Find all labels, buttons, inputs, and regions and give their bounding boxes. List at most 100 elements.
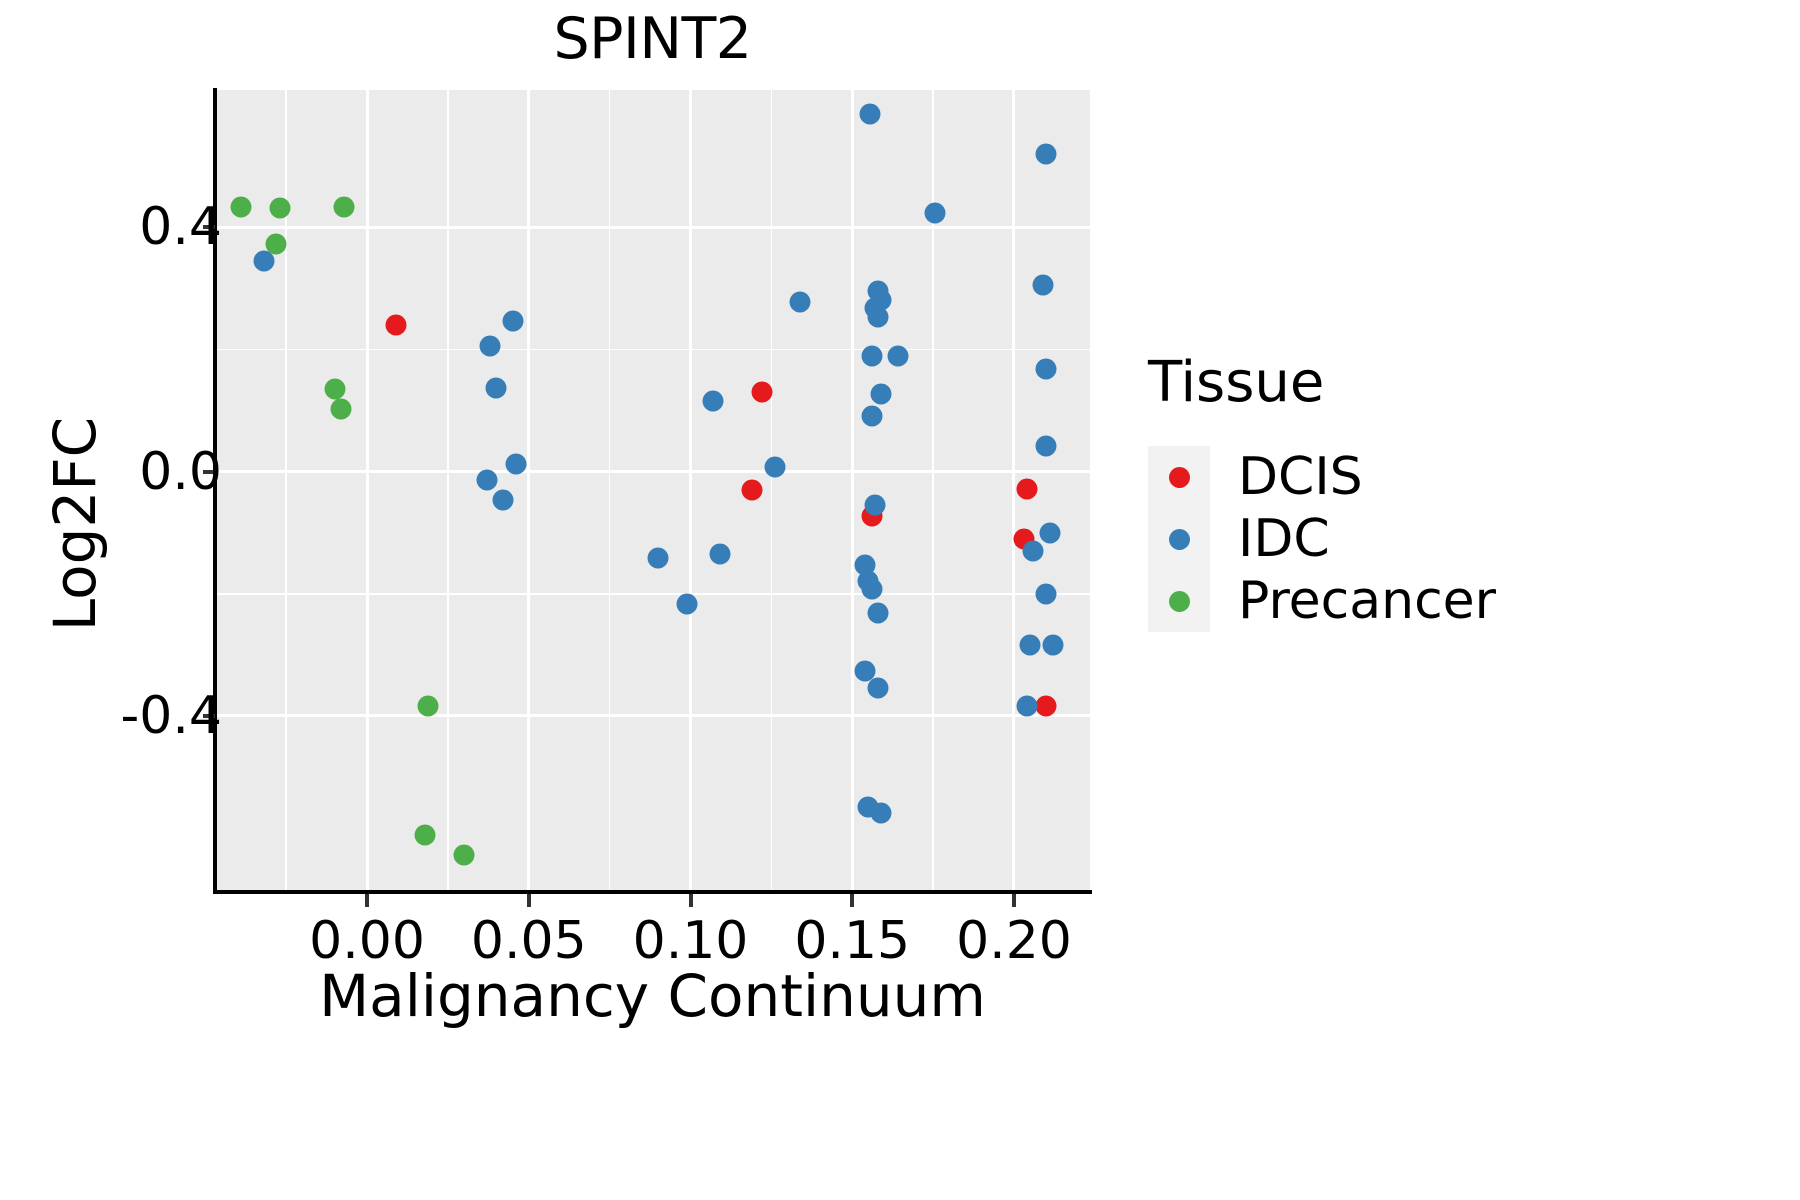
data-point-idc bbox=[485, 377, 507, 399]
data-point-idc bbox=[867, 306, 889, 328]
data-point-idc bbox=[479, 335, 501, 357]
legend-item-label: DCIS bbox=[1238, 447, 1363, 507]
data-point-dcis bbox=[751, 381, 773, 403]
y-axis-title: Log2FC bbox=[41, 416, 109, 632]
legend-dot-icon bbox=[1168, 466, 1190, 488]
gridline-major-horizontal bbox=[215, 225, 1090, 229]
y-tick-mark bbox=[203, 713, 215, 718]
gridline-minor-vertical bbox=[285, 90, 287, 890]
data-point-precancer bbox=[324, 378, 346, 400]
gridline-minor-horizontal bbox=[215, 593, 1090, 595]
y-axis-line bbox=[213, 88, 217, 894]
data-point-dcis bbox=[741, 479, 763, 501]
data-point-idc bbox=[502, 310, 524, 332]
gridline-minor-vertical bbox=[932, 90, 934, 890]
gridline-minor-horizontal bbox=[215, 348, 1090, 351]
gridline-major-vertical bbox=[850, 90, 854, 890]
legend-items: DCIS IDC Precancer bbox=[1148, 446, 1496, 632]
x-tick-mark bbox=[688, 894, 693, 907]
data-point-idc bbox=[1016, 695, 1038, 717]
data-point-idc bbox=[854, 660, 876, 682]
data-point-precancer bbox=[333, 196, 355, 218]
legend-dot-icon bbox=[1168, 590, 1190, 612]
gridline-major-vertical bbox=[689, 90, 692, 890]
data-point-idc bbox=[867, 677, 889, 699]
data-point-idc bbox=[253, 250, 275, 272]
y-tick-mark bbox=[203, 225, 215, 230]
data-point-precancer bbox=[330, 398, 352, 420]
data-point-idc bbox=[864, 494, 886, 516]
x-axis-line bbox=[213, 890, 1092, 894]
data-point-idc bbox=[924, 202, 946, 224]
x-tick-mark bbox=[526, 894, 531, 907]
x-tick-label: 0.00 bbox=[309, 911, 425, 971]
gridline-major-vertical bbox=[365, 90, 369, 890]
gridline-major-horizontal bbox=[215, 714, 1090, 718]
data-point-idc bbox=[1022, 540, 1044, 562]
legend-item-precancer[interactable]: Precancer bbox=[1148, 570, 1496, 632]
data-point-idc bbox=[764, 456, 786, 478]
x-tick-label: 0.15 bbox=[794, 911, 911, 971]
data-point-precancer bbox=[265, 233, 287, 255]
legend-title: Tissue bbox=[1148, 350, 1325, 415]
y-tick-label: 0.4 bbox=[139, 197, 222, 258]
legend: Tissue DCIS IDC Precancer bbox=[1148, 352, 1496, 632]
x-axis-title: Malignancy Continuum bbox=[319, 962, 986, 1030]
x-tick-label: 0.20 bbox=[956, 911, 1072, 971]
legend-item-dcis[interactable]: DCIS bbox=[1148, 446, 1496, 508]
data-point-idc bbox=[676, 593, 698, 615]
x-tick-mark bbox=[1011, 894, 1016, 907]
data-point-idc bbox=[1035, 583, 1057, 605]
x-tick-mark bbox=[365, 894, 370, 907]
y-tick-mark bbox=[203, 469, 215, 474]
legend-key-swatch bbox=[1148, 508, 1210, 570]
data-point-idc bbox=[702, 390, 724, 412]
legend-key-swatch bbox=[1148, 570, 1210, 632]
plot-panel bbox=[215, 90, 1090, 890]
page-title: SPINT2 bbox=[553, 6, 752, 72]
y-tick-label: -0.4 bbox=[120, 685, 222, 746]
data-point-idc bbox=[789, 291, 811, 313]
data-point-idc bbox=[1035, 358, 1057, 380]
data-point-idc bbox=[1032, 274, 1054, 296]
data-point-idc bbox=[867, 602, 889, 624]
data-point-idc bbox=[861, 578, 883, 600]
data-point-idc bbox=[859, 103, 881, 125]
gridline-major-vertical bbox=[1012, 90, 1016, 890]
data-point-idc bbox=[1039, 522, 1061, 544]
data-point-idc bbox=[647, 547, 669, 569]
gridline-major-vertical bbox=[527, 90, 531, 890]
data-point-idc bbox=[870, 802, 892, 824]
gridline-minor-vertical bbox=[770, 90, 773, 890]
data-point-idc bbox=[870, 383, 892, 405]
data-point-precancer bbox=[414, 824, 436, 846]
legend-key-swatch bbox=[1148, 446, 1210, 508]
gridline-major-horizontal bbox=[215, 470, 1090, 474]
data-point-idc bbox=[854, 554, 876, 575]
y-tick-label: 0.0 bbox=[139, 441, 222, 502]
gridline-minor-vertical bbox=[447, 90, 449, 890]
gridline-minor-vertical bbox=[608, 90, 611, 890]
data-point-idc bbox=[1035, 143, 1057, 165]
legend-item-idc[interactable]: IDC bbox=[1148, 508, 1496, 570]
x-tick-label: 0.10 bbox=[632, 911, 749, 971]
data-point-idc bbox=[476, 469, 498, 491]
data-point-precancer bbox=[453, 844, 475, 866]
data-point-idc bbox=[861, 345, 883, 367]
data-point-dcis bbox=[385, 314, 407, 336]
data-point-precancer bbox=[230, 196, 252, 218]
data-point-idc bbox=[887, 345, 909, 367]
legend-item-label: Precancer bbox=[1238, 571, 1497, 631]
legend-dot-icon bbox=[1168, 528, 1190, 550]
data-point-idc bbox=[861, 405, 883, 427]
data-point-idc bbox=[1035, 435, 1057, 457]
data-point-precancer bbox=[269, 197, 291, 219]
data-point-dcis bbox=[1035, 695, 1057, 717]
data-point-idc bbox=[505, 453, 527, 475]
data-point-idc bbox=[709, 543, 731, 565]
x-tick-label: 0.05 bbox=[470, 911, 587, 971]
data-point-idc bbox=[492, 489, 514, 511]
data-point-idc bbox=[1042, 634, 1064, 655]
x-tick-mark bbox=[850, 894, 855, 907]
